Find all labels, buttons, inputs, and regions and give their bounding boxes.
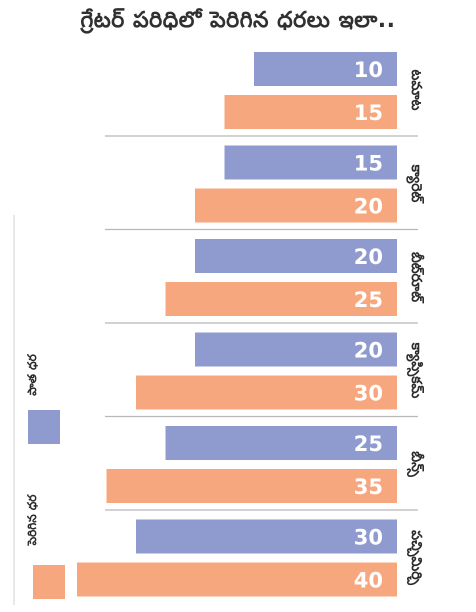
bar-old-4 <box>165 426 397 460</box>
category-label: పచ్చిమిర్చి <box>407 530 424 585</box>
category-label: క్యారెట్ <box>406 164 425 205</box>
bar-value-label: 10 <box>354 58 383 82</box>
bar-new-4 <box>106 469 397 503</box>
bar-new-2 <box>165 282 397 316</box>
bar-value-label: 25 <box>354 432 383 456</box>
bar-value-label: 40 <box>354 569 383 593</box>
bar-new-5 <box>77 562 397 597</box>
bar-value-label: 35 <box>354 475 383 499</box>
bar-new-0 <box>224 95 397 129</box>
bar-value-label: 25 <box>354 288 383 312</box>
bar-old-2 <box>195 239 397 273</box>
bar-value-label: 30 <box>354 526 383 550</box>
bar-value-label: 20 <box>354 339 383 363</box>
bar-old-0 <box>254 52 397 86</box>
bar-value-label: 20 <box>354 245 383 269</box>
bar-value-label: 20 <box>354 195 383 219</box>
bar-old-1 <box>224 145 397 180</box>
category-label: టమాట <box>408 70 424 111</box>
category-label: క్యాప్సికమ్ <box>406 342 425 399</box>
bar-value-label: 15 <box>354 152 383 176</box>
category-label: బీట్‌రూట్ <box>408 252 425 304</box>
bar-new-3 <box>136 375 397 410</box>
bar-value-label: 15 <box>354 101 383 125</box>
bar-old-3 <box>195 332 397 367</box>
chart-title: గ్రేటర్ పరిధిలో పెరిగిన ధరలు ఇలా.. <box>80 8 396 33</box>
legend-label: పెరిగిన ధర <box>25 494 39 547</box>
category-label: బీన్స్ <box>406 451 425 477</box>
legend-swatch <box>28 410 60 444</box>
legend-label: పాత ధర <box>25 353 39 395</box>
bar-new-1 <box>195 188 397 223</box>
legend-swatch <box>33 565 65 599</box>
bar-value-label: 30 <box>354 382 383 406</box>
bar-old-5 <box>136 519 397 554</box>
